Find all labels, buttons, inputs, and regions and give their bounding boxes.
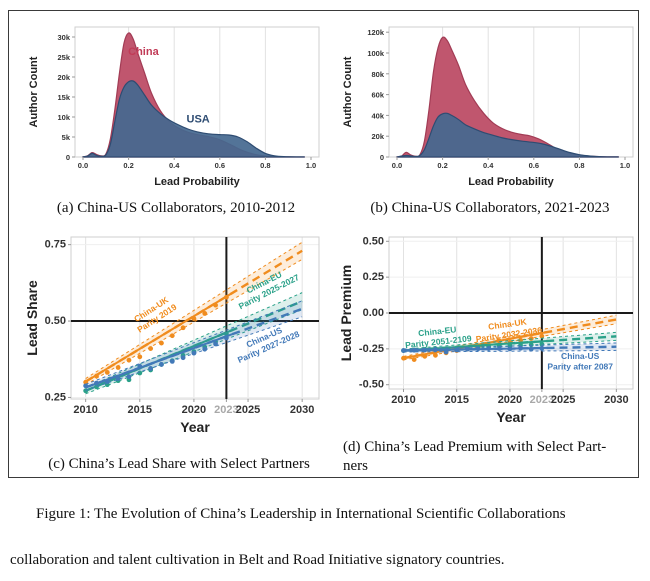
svg-text:USA: USA (187, 114, 210, 126)
svg-text:2023: 2023 (530, 394, 554, 406)
svg-text:2010: 2010 (391, 394, 415, 406)
svg-text:-0.25: -0.25 (359, 343, 384, 355)
svg-text:2030: 2030 (604, 394, 628, 406)
svg-text:Author Count: Author Count (28, 56, 40, 127)
svg-text:5k: 5k (62, 133, 71, 142)
svg-text:2015: 2015 (444, 394, 468, 406)
svg-text:0.25: 0.25 (363, 271, 384, 283)
svg-text:Lead Probability: Lead Probability (468, 176, 554, 188)
panel-a: 0.0 0.2 0.4 0.6 0.8 1.0 0 5k 10k 15k 20k 25k 30k Lead… (25, 17, 327, 195)
svg-text:Lead Probability: Lead Probability (154, 176, 240, 188)
svg-text:1.0: 1.0 (306, 161, 316, 170)
panel-d: 2010 2015 2020 2023 2025 2030 0.50 0.25 0.00 -0.2… (339, 229, 641, 449)
svg-text:2015: 2015 (128, 404, 152, 416)
svg-text:0.0: 0.0 (78, 161, 88, 170)
figure-caption-line1: Figure 1: The Evolution of China’s Leade… (36, 506, 566, 522)
svg-text:2030: 2030 (290, 404, 314, 416)
svg-text:0.2: 0.2 (123, 161, 133, 170)
svg-text:0.75: 0.75 (45, 239, 66, 251)
svg-text:20k: 20k (57, 73, 70, 82)
panel-a-caption: (a) China-US Collaborators, 2010-2012 (56, 200, 296, 216)
svg-text:0.25: 0.25 (45, 391, 66, 403)
svg-text:2020: 2020 (182, 404, 206, 416)
svg-text:100k: 100k (367, 49, 385, 58)
svg-text:20k: 20k (371, 132, 384, 141)
figure-caption-line2: collaboration and talent cultivation in … (10, 552, 505, 568)
svg-text:0.4: 0.4 (483, 161, 494, 170)
svg-text:Year: Year (496, 409, 526, 425)
panel-a-density-chart: 0.0 0.2 0.4 0.6 0.8 1.0 0 5k 10k 15k 20k 25k 30k Lead… (28, 26, 320, 188)
svg-text:40k: 40k (371, 111, 384, 120)
panel-b-density-chart: 0.0 0.2 0.4 0.6 0.8 1.0 0 20k 40k 60k 80k 100k 120k L… (342, 26, 634, 188)
svg-text:China: China (128, 46, 159, 58)
panel-b: 0.0 0.2 0.4 0.6 0.8 1.0 0 20k 40k 60k 80k 100k 120k L… (339, 17, 641, 195)
svg-text:120k: 120k (367, 28, 385, 37)
panel-c: 2010 2015 2020 2023 2025 2030 0.25 0.50 0.75 Year… (25, 229, 327, 449)
svg-text:China-US: China-US (561, 351, 600, 361)
svg-text:15k: 15k (57, 93, 70, 102)
svg-text:China-EU: China-EU (418, 324, 457, 338)
svg-text:Year: Year (180, 419, 210, 435)
svg-text:0.6: 0.6 (529, 161, 539, 170)
svg-text:0: 0 (66, 153, 70, 162)
svg-text:Lead Premium: Lead Premium (339, 265, 354, 361)
svg-text:1.0: 1.0 (620, 161, 630, 170)
svg-text:2025: 2025 (551, 394, 575, 406)
svg-text:25k: 25k (57, 53, 70, 62)
svg-text:2020: 2020 (498, 394, 522, 406)
svg-text:0: 0 (380, 153, 384, 162)
svg-text:0.2: 0.2 (437, 161, 447, 170)
svg-text:0.00: 0.00 (363, 307, 384, 319)
panel-b-caption: (b) China-US Collaborators, 2021-2023 (370, 200, 610, 216)
svg-text:80k: 80k (371, 70, 384, 79)
svg-text:Parity after 2087: Parity after 2087 (547, 361, 613, 371)
svg-text:2023: 2023 (214, 404, 238, 416)
panel-d-caption: (d) China’s Lead Premium with Select Par… (343, 439, 607, 474)
svg-text:0.50: 0.50 (45, 315, 66, 327)
svg-text:Author Count: Author Count (342, 56, 354, 127)
svg-text:0.6: 0.6 (215, 161, 225, 170)
svg-text:2025: 2025 (236, 404, 260, 416)
svg-text:2010: 2010 (73, 404, 97, 416)
svg-text:10k: 10k (57, 113, 70, 122)
panel-c-caption: (c) China’s Lead Share with Select Partn… (48, 456, 310, 472)
svg-text:0.8: 0.8 (260, 161, 270, 170)
svg-text:0.50: 0.50 (363, 235, 384, 247)
svg-text:-0.50: -0.50 (359, 379, 384, 391)
svg-text:0.0: 0.0 (392, 161, 402, 170)
figure-border-box: 0.0 0.2 0.4 0.6 0.8 1.0 0 5k 10k 15k 20k 25k 30k Lead… (8, 10, 639, 478)
svg-text:0.8: 0.8 (574, 161, 584, 170)
svg-text:Lead Share: Lead Share (25, 280, 40, 356)
svg-text:30k: 30k (57, 33, 70, 42)
svg-text:60k: 60k (371, 91, 384, 100)
svg-text:0.4: 0.4 (169, 161, 180, 170)
